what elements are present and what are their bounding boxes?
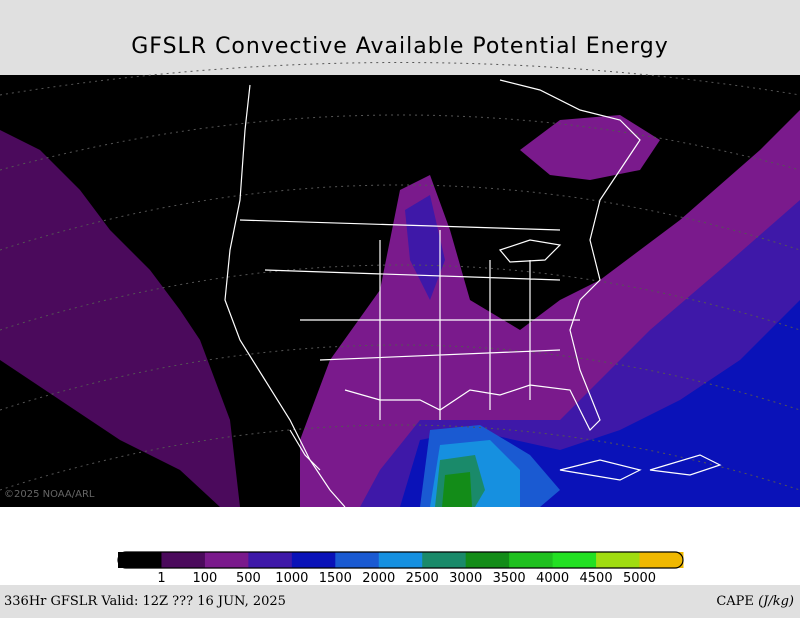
footer-left: 336Hr GFSLR Valid: 12Z ??? 16 JUN, 2025: [4, 594, 286, 609]
colorbar-label: 4000: [536, 571, 569, 586]
colorbar-label: 5000: [623, 571, 656, 586]
colorbar-segment: [465, 552, 510, 568]
colorbar-segment: [335, 552, 380, 568]
colorbar-label: 500: [236, 571, 261, 586]
colorbar-label: 2000: [362, 571, 395, 586]
colorbar-segment: [204, 552, 249, 568]
colorbar-label: 1500: [319, 571, 352, 586]
footer-band: [0, 585, 800, 618]
title: GFSLR Convective Available Potential Ene…: [131, 34, 668, 59]
colorbar-segment: [422, 552, 467, 568]
colorbar-segment: [378, 552, 423, 568]
variable-unit: (J/kg): [758, 594, 794, 609]
colorbar: 1 100 500 1000 1500 2000 2500 3000 3500 4000 4500 5…: [117, 551, 684, 586]
cape-region: [0, 360, 220, 507]
map: ©2025 NOAA/ARL: [0, 62, 800, 508]
colorbar-segment: [291, 552, 336, 568]
footer-right: CAPE (J/kg): [716, 594, 794, 609]
cape-region: [442, 472, 472, 507]
colorbar-label: 4500: [580, 571, 613, 586]
colorbar-label: 3500: [493, 571, 526, 586]
watermark: ©2025 NOAA/ARL: [4, 489, 95, 500]
colorbar-segment: [639, 552, 684, 568]
colorbar-segment: [248, 552, 293, 568]
coastlines: [224, 79, 722, 508]
colorbar-label: 1000: [275, 571, 308, 586]
colorbar-label: 100: [193, 571, 218, 586]
colorbar-segment: [552, 552, 597, 568]
cape-region: [520, 115, 660, 180]
colorbar-segment: [596, 552, 641, 568]
graticule: [0, 62, 800, 491]
variable-name: CAPE: [716, 594, 754, 609]
colorbar-outline: [117, 551, 684, 569]
colorbar-label: 3000: [449, 571, 482, 586]
cape-region: [405, 195, 445, 300]
header-band: [0, 0, 800, 75]
colorbar-segment: [509, 552, 554, 568]
colorbar-label: 1: [157, 571, 165, 586]
colorbar-label: 2500: [406, 571, 439, 586]
colorbar-segment: [161, 552, 206, 568]
colorbar-segment: [118, 552, 162, 568]
